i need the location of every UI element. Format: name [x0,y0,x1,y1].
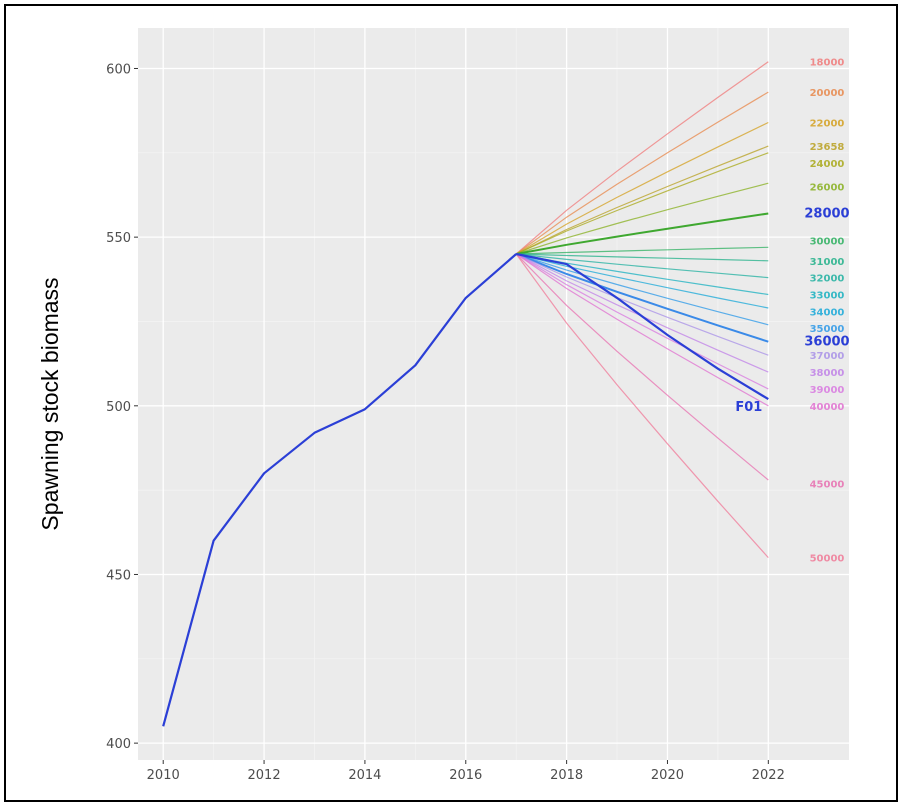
series-line-30000 [516,246,769,255]
x-tick-label: 2010 [147,768,180,783]
series-line-35000 [516,253,769,326]
plot-panel [138,28,849,760]
series-line-24000 [515,152,769,255]
series-line-28000 [516,212,769,255]
end-label-20000: 20000 [810,88,845,99]
series-line-34000 [516,253,769,309]
y-tick-label: 450 [106,568,131,583]
end-label-34000: 34000 [810,307,845,318]
grid-lines [138,28,849,760]
series-line-31000 [516,253,769,262]
end-label-30000: 30000 [810,237,845,248]
y-tick-label: 550 [106,231,131,246]
y-tick-label: 400 [106,737,131,752]
end-label-35000: 35000 [810,324,845,335]
x-tick-label: 2020 [651,768,684,783]
series-lines [162,61,769,727]
series-line-36000 [515,253,769,343]
end-label-31000: 31000 [810,257,845,268]
f01-line [515,252,769,401]
x-tick-label: 2022 [752,768,785,783]
f01-label: F01 [735,400,762,415]
series-line-18000 [515,61,769,255]
end-label-26000: 26000 [810,183,845,194]
series-line-40000 [515,253,769,407]
series-line-22000 [515,121,769,255]
end-label-18000: 18000 [810,58,845,69]
end-label-37000: 37000 [810,351,845,362]
end-label-23658: 23658 [810,142,845,153]
x-tick-label: 2016 [449,768,482,783]
y-tick-label: 500 [106,400,131,415]
end-label-39000: 39000 [810,385,845,396]
end-label-40000: 40000 [810,402,845,413]
y-tick-label: 600 [106,62,131,77]
series-line-50000 [515,253,769,559]
series-line-26000 [516,182,769,255]
end-label-33000: 33000 [810,290,845,301]
series-line-20000 [515,91,769,255]
x-tick-label: 2018 [550,768,583,783]
end-label-24000: 24000 [810,159,845,170]
end-label-36000: 36000 [804,335,849,350]
x-tick-label: 2014 [348,768,381,783]
series-line-37000 [515,253,769,356]
end-label-38000: 38000 [810,368,845,379]
series-line-32000 [516,253,769,279]
end-label-32000: 32000 [810,274,845,285]
history-line [162,253,517,727]
end-label-28000: 28000 [804,207,849,222]
end-label-22000: 22000 [810,118,845,129]
y-axis-label: Spawning stock biomass [37,277,63,530]
end-label-45000: 45000 [810,479,845,490]
axis-ticks: 2010 2012 2014 2016 2018 2020 2022 400 450 500 550… [106,62,785,783]
end-labels: 18000 20000 22000 23658 24000 26000 28000 30000… [735,58,849,565]
series-line-45000 [515,253,769,481]
series-line-23658 [515,145,769,255]
x-tick-label: 2012 [248,768,281,783]
end-label-50000: 50000 [810,554,845,565]
series-line-39000 [515,253,769,390]
